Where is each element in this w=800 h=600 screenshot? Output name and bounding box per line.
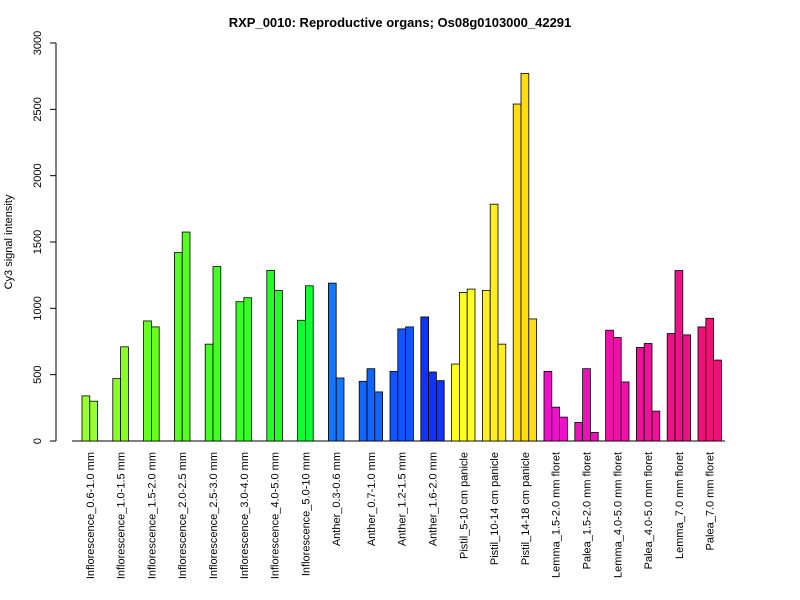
y-axis: 0 500 1000 1500 2000 2500 3000	[32, 31, 57, 444]
bar	[705, 317, 714, 442]
bar	[120, 346, 129, 442]
bar	[674, 270, 684, 442]
x-tick-label: Anther_0.3-0.6 mm	[331, 452, 343, 546]
y-tick-label: 1000	[32, 296, 44, 320]
x-tick-label: Palea_7.0 mm floret	[705, 452, 717, 550]
y-axis-label: Cy3 signal intensity	[3, 194, 15, 289]
bar	[235, 301, 245, 442]
bar	[451, 363, 460, 442]
y-tick-label: 3000	[32, 31, 44, 55]
bar	[497, 343, 507, 442]
bar	[405, 326, 414, 442]
bar	[512, 103, 522, 442]
y-tick-label: 0	[32, 438, 44, 444]
bar	[243, 297, 253, 442]
bar	[559, 416, 568, 442]
bar	[358, 380, 368, 442]
x-tick-label: Pistil_14-18 cm panicle	[520, 452, 532, 565]
bar	[304, 285, 314, 442]
x-tick-label: Inflorescence_1.5-2.0 mm	[146, 452, 158, 579]
y-tick-label: 1500	[32, 230, 44, 254]
bar	[543, 370, 553, 442]
bar	[582, 368, 591, 442]
x-tick-label: Lemma_4.0-5.0 mm floret	[612, 452, 624, 578]
x-tick-label: Lemma_1.5-2.0 mm floret	[551, 452, 563, 578]
bar	[682, 334, 691, 442]
x-tick-label: Inflorescence_2.0-2.5 mm	[177, 452, 189, 579]
bar	[112, 378, 122, 442]
bar	[297, 319, 306, 442]
x-tick-label: Pistil_5-10 cm panicle	[458, 452, 470, 559]
y-tick-label: 2500	[32, 97, 44, 121]
bar	[466, 288, 476, 442]
bar	[173, 252, 183, 442]
bar	[428, 371, 437, 442]
x-tick-label: Inflorescence_2.5-3.0 mm	[208, 452, 220, 579]
bar	[435, 380, 445, 442]
bar	[697, 326, 707, 442]
bar	[397, 328, 406, 442]
bar	[520, 73, 530, 442]
bar	[574, 422, 583, 442]
x-tick-label: Inflorescence_0.6-1.0 mm	[85, 452, 97, 579]
bar	[636, 347, 645, 442]
x-tick-label: Palea_1.5-2.0 mm floret	[582, 452, 594, 569]
bar	[274, 290, 283, 442]
bar	[266, 270, 275, 442]
bars	[81, 73, 722, 442]
bar	[620, 381, 630, 442]
bar	[489, 203, 499, 442]
bar	[212, 266, 222, 442]
bar	[389, 370, 399, 442]
x-tick-label: Anther_1.6-2.0 mm	[428, 452, 440, 546]
x-tick-label: Inflorescence_1.0-1.5 mm	[116, 452, 128, 579]
x-tick-label: Anther_0.7-1.0 mm	[366, 452, 378, 546]
bar	[605, 329, 614, 442]
bar	[81, 395, 91, 442]
x-tick-label: Lemma_7.0 mm floret	[674, 452, 686, 559]
bar	[481, 290, 491, 442]
x-tick-label: Palea_4.0-5.0 mm floret	[643, 452, 655, 569]
bar	[643, 343, 653, 442]
y-tick-label: 2000	[32, 163, 44, 187]
bar	[204, 343, 214, 442]
bar	[150, 326, 160, 442]
x-tick-label: Inflorescence_5.0-10 mm	[300, 452, 312, 576]
y-tick-label: 500	[32, 365, 44, 383]
bar	[613, 337, 622, 442]
bar	[458, 292, 468, 442]
chart-title: RXP_0010: Reproductive organs; Os08g0103…	[229, 15, 572, 30]
bar	[528, 318, 537, 442]
bar	[89, 400, 99, 442]
bar	[590, 431, 599, 442]
x-tick-labels: Inflorescence_0.6-1.0 mm Inflorescence_1.…	[85, 452, 717, 579]
bar	[374, 391, 383, 442]
bar	[335, 377, 345, 442]
x-tick-label: Pistil_10-14 cm panicle	[489, 452, 501, 565]
x-tick-label: Anther_1.2-1.5 mm	[397, 452, 409, 546]
bar	[651, 410, 661, 442]
bar	[666, 333, 676, 442]
x-tick-label: Inflorescence_3.0-4.0 mm	[239, 452, 251, 579]
bar	[143, 320, 152, 442]
bar	[366, 368, 376, 442]
bar	[327, 282, 337, 442]
bar	[713, 359, 722, 442]
x-tick-label: Inflorescence_4.0-5.0 mm	[270, 452, 282, 579]
bar	[181, 231, 191, 442]
bar	[551, 406, 560, 442]
bar	[420, 316, 429, 442]
